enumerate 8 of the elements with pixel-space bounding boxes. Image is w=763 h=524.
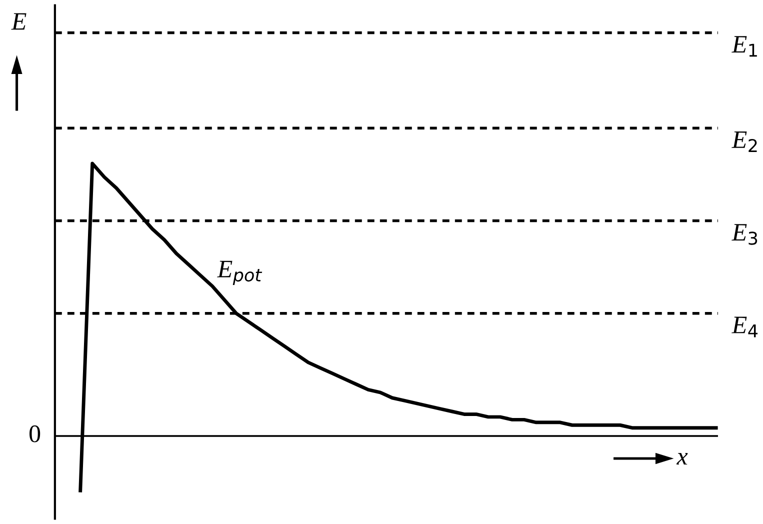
text: 0 [30, 425, 40, 442]
ref-line-label: E$_{3}$ [732, 224, 758, 245]
x-axis-title: x [676, 453, 688, 465]
text: E [11, 13, 26, 30]
annotation: E$_{pot}$ [217, 260, 262, 285]
ref-line-label: E$_{2}$ [732, 131, 757, 152]
ref-line-label: E$_{4}$ [732, 316, 758, 338]
ref-line-label: E$_{1}$ [732, 36, 757, 57]
